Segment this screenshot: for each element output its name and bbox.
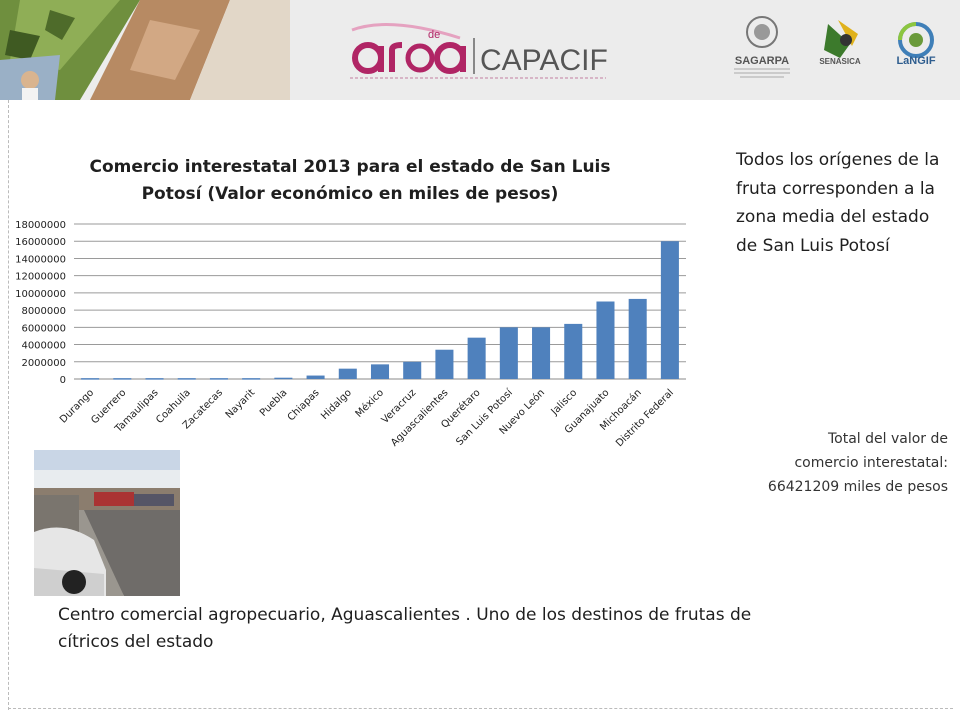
left-dashed-rule [8, 100, 9, 710]
market-photo [34, 450, 180, 596]
logo-label-senasica: SENASICA [819, 57, 861, 66]
bar-m-xico [370, 364, 390, 379]
chart-title: Comercio interestatal 2013 para el estad… [89, 157, 611, 204]
bar-hidalgo [338, 368, 357, 379]
sagarpa-seal-icon: SAGARPA [734, 16, 790, 78]
bar-zacatecas [209, 378, 228, 380]
y-tick-label: 4000000 [21, 341, 66, 352]
area-capacif-logo: de CAPACIF [350, 20, 610, 82]
svg-text:CAPACIF: CAPACIF [480, 44, 608, 77]
total-line-2: comercio interestatal: [794, 455, 948, 471]
bar-durango [81, 378, 100, 380]
bar-veracruz [403, 361, 422, 379]
y-tick-label: 6000000 [21, 323, 66, 334]
x-tick-label: México [353, 387, 386, 420]
y-tick-label: 16000000 [15, 237, 66, 248]
bar-puebla [274, 377, 293, 380]
x-tick-label: Jalisco [549, 387, 580, 418]
header-banner: de CAPACIF SAGARPA SENASICA LaNGIF [0, 0, 960, 100]
bar-chiapas [306, 375, 325, 379]
y-tick-label: 18000000 [15, 220, 66, 231]
svg-text:de: de [428, 29, 440, 41]
y-tick-label: 0 [60, 375, 66, 386]
total-line-3: 66421209 miles de pesos [767, 479, 948, 495]
photo-caption: Centro comercial agropecuario, Aguascali… [58, 605, 752, 652]
bar-aguascalientes [435, 349, 454, 379]
bottom-dashed-rule [8, 708, 953, 709]
bar-tamaulipas [145, 378, 164, 380]
header-photo [0, 0, 290, 100]
y-tick-label: 14000000 [15, 254, 66, 265]
bar-coahuila [177, 378, 196, 380]
y-tick-label: 12000000 [15, 272, 66, 283]
x-tick-label: Aguascalientes [389, 387, 450, 448]
bar-nayarit [242, 378, 261, 380]
y-tick-label: 10000000 [15, 289, 66, 300]
bar-guanajuato [596, 301, 615, 379]
total-value-box: Total del valor de comercio interestatal… [700, 427, 948, 499]
y-tick-label: 2000000 [21, 358, 66, 369]
senasica-icon: SENASICA [819, 20, 861, 66]
x-tick-label: Hidalgo [319, 387, 354, 422]
x-tick-label: San Luis Potosí [454, 386, 516, 448]
total-line-1: Total del valor de [827, 431, 948, 447]
bar-distrito-federal [660, 241, 679, 379]
langif-icon: LaNGIF [896, 22, 936, 67]
logo-label-langif: LaNGIF [896, 55, 935, 67]
bar-san-luis-potos- [499, 327, 518, 379]
logo-label-sagarpa: SAGARPA [735, 55, 789, 67]
x-tick-label: Puebla [258, 387, 290, 419]
bar-nuevo-le-n [532, 327, 551, 379]
bar-chart: 0 2000000 4000000 6000000 8000000 10000000 120… [15, 220, 686, 449]
bar-quer-taro [467, 337, 486, 379]
x-tick-label: Chiapas [286, 387, 322, 423]
y-tick-label: 8000000 [21, 306, 66, 317]
bar-michoac-n [628, 298, 647, 379]
x-tick-label: Nayarit [224, 387, 258, 421]
x-tick-label: Distrito Federal [614, 387, 676, 449]
bar-jalisco [564, 323, 583, 379]
origin-note: Todos los orígenes de la fruta correspon… [736, 150, 940, 256]
bar-guerrero [113, 378, 132, 380]
